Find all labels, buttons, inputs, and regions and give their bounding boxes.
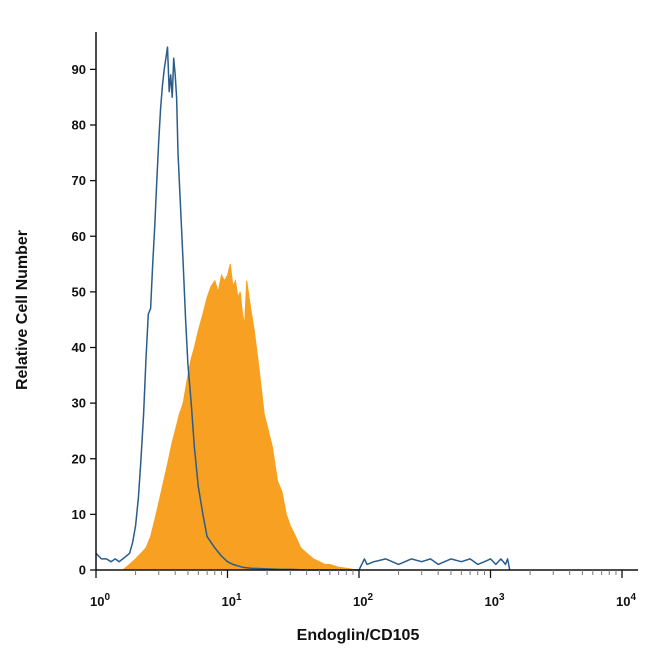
y-tick-label: 30: [72, 396, 86, 411]
y-tick-label: 20: [72, 451, 86, 466]
x-tick-base: 10: [616, 594, 630, 609]
x-tick-label: 100: [90, 592, 110, 609]
x-tick-label: 104: [616, 592, 636, 609]
x-tick-exponent: 4: [630, 592, 636, 603]
plot-area: [95, 46, 511, 571]
x-tick-label: 103: [484, 592, 504, 609]
x-tick-base: 10: [90, 594, 104, 609]
x-tick-label: 102: [353, 592, 373, 609]
x-tick-exponent: 3: [499, 592, 505, 603]
x-tick-label: 101: [221, 592, 241, 609]
y-axis-ticks: 0 10 20 30 40 50 60 70 80 90: [72, 62, 96, 578]
y-tick-label: 50: [72, 284, 86, 299]
x-tick-exponent: 1: [236, 592, 242, 603]
y-tick-label: 40: [72, 340, 86, 355]
x-axis-title: Endoglin/CD105: [297, 627, 420, 644]
y-tick-label: 0: [79, 563, 86, 578]
y-axis-title: Relative Cell Number: [14, 230, 31, 390]
y-tick-label: 80: [72, 118, 86, 133]
series-outline-histogram: [95, 46, 511, 571]
x-tick-base: 10: [484, 594, 498, 609]
x-tick-exponent: 2: [367, 592, 373, 603]
y-tick-label: 70: [72, 173, 86, 188]
x-axis-ticks: 100 101 102 103 104: [90, 570, 636, 609]
y-tick-label: 10: [72, 507, 86, 522]
series-filled-histogram: [121, 263, 360, 571]
x-tick-exponent: 0: [104, 592, 110, 603]
y-tick-label: 90: [72, 62, 86, 77]
y-tick-label: 60: [72, 229, 86, 244]
x-tick-base: 10: [353, 594, 367, 609]
x-tick-base: 10: [221, 594, 235, 609]
